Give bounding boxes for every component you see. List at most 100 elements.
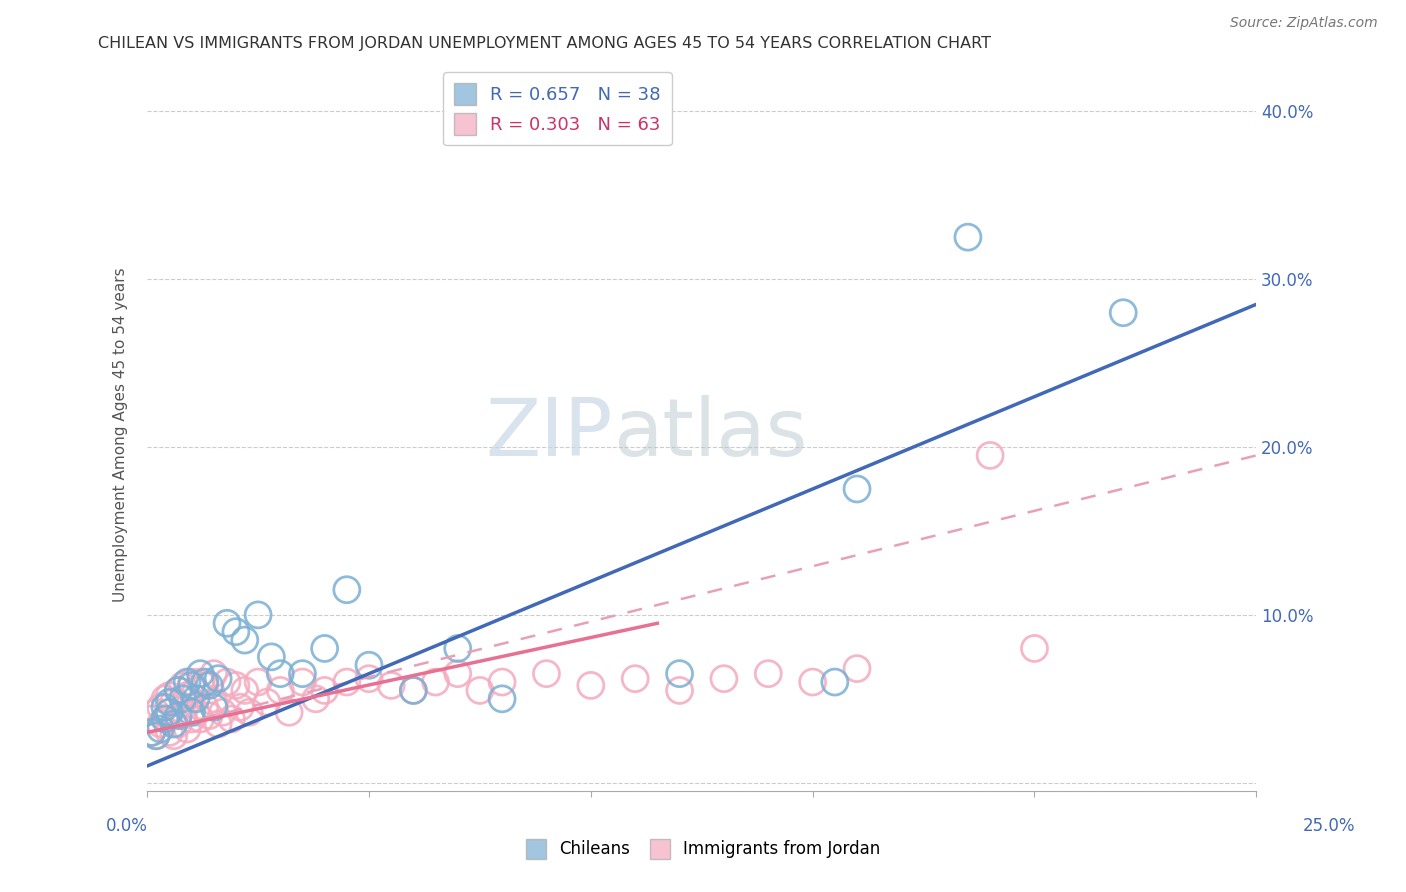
Point	[233, 683, 256, 698]
Point	[215, 675, 238, 690]
Point	[184, 706, 207, 720]
Point	[176, 722, 198, 736]
Point	[141, 725, 163, 739]
Point	[211, 706, 233, 720]
Point	[167, 683, 190, 698]
Point	[202, 666, 225, 681]
Point	[172, 708, 194, 723]
Point	[278, 706, 301, 720]
Legend: R = 0.657   N = 38, R = 0.303   N = 63: R = 0.657 N = 38, R = 0.303 N = 63	[443, 72, 672, 145]
Legend: Chileans, Immigrants from Jordan: Chileans, Immigrants from Jordan	[519, 832, 887, 866]
Point	[194, 678, 217, 692]
Point	[145, 729, 167, 743]
Point	[269, 683, 291, 698]
Point	[190, 666, 212, 681]
Text: ZIP: ZIP	[485, 395, 613, 474]
Point	[157, 706, 180, 720]
Point	[846, 662, 869, 676]
Point	[801, 675, 824, 690]
Point	[468, 683, 491, 698]
Point	[167, 683, 190, 698]
Point	[225, 624, 247, 639]
Point	[157, 695, 180, 709]
Point	[194, 675, 217, 690]
Point	[176, 689, 198, 703]
Point	[491, 675, 513, 690]
Point	[180, 675, 202, 690]
Point	[202, 700, 225, 714]
Point	[163, 695, 186, 709]
Point	[153, 712, 176, 726]
Point	[180, 678, 202, 692]
Point	[336, 675, 359, 690]
Point	[314, 683, 336, 698]
Point	[668, 683, 690, 698]
Point	[184, 683, 207, 698]
Point	[176, 675, 198, 690]
Point	[238, 706, 260, 720]
Point	[491, 691, 513, 706]
Point	[167, 717, 190, 731]
Point	[145, 706, 167, 720]
Point	[207, 717, 229, 731]
Point	[180, 706, 202, 720]
Text: atlas: atlas	[613, 395, 807, 474]
Point	[357, 672, 380, 686]
Point	[157, 725, 180, 739]
Point	[291, 675, 314, 690]
Point	[225, 678, 247, 692]
Point	[149, 722, 172, 736]
Point	[180, 712, 202, 726]
Point	[157, 706, 180, 720]
Point	[1112, 306, 1135, 320]
Point	[163, 717, 186, 731]
Point	[145, 729, 167, 743]
Point	[198, 708, 221, 723]
Point	[229, 700, 252, 714]
Point	[979, 449, 1001, 463]
Point	[579, 678, 602, 692]
Point	[402, 683, 425, 698]
Point	[824, 675, 846, 690]
Point	[314, 641, 336, 656]
Point	[668, 666, 690, 681]
Point	[194, 700, 217, 714]
Point	[305, 691, 328, 706]
Text: 0.0%: 0.0%	[105, 817, 148, 835]
Point	[447, 666, 470, 681]
Point	[536, 666, 558, 681]
Point	[425, 675, 447, 690]
Point	[447, 641, 470, 656]
Point	[207, 672, 229, 686]
Point	[153, 712, 176, 726]
Point	[172, 691, 194, 706]
Point	[402, 683, 425, 698]
Point	[190, 712, 212, 726]
Point	[149, 700, 172, 714]
Point	[624, 672, 647, 686]
Point	[260, 649, 283, 664]
Point	[713, 672, 735, 686]
Point	[221, 712, 243, 726]
Point	[1024, 641, 1046, 656]
Point	[247, 607, 270, 622]
Point	[380, 678, 402, 692]
Point	[233, 633, 256, 648]
Y-axis label: Unemployment Among Ages 45 to 54 years: Unemployment Among Ages 45 to 54 years	[114, 267, 128, 602]
Point	[956, 230, 979, 244]
Point	[269, 666, 291, 681]
Point	[256, 695, 278, 709]
Point	[141, 725, 163, 739]
Point	[167, 708, 190, 723]
Point	[247, 675, 270, 690]
Point	[202, 695, 225, 709]
Point	[357, 658, 380, 673]
Point	[198, 678, 221, 692]
Point	[149, 717, 172, 731]
Point	[190, 675, 212, 690]
Point	[336, 582, 359, 597]
Point	[153, 700, 176, 714]
Point	[215, 616, 238, 631]
Point	[184, 691, 207, 706]
Point	[846, 482, 869, 496]
